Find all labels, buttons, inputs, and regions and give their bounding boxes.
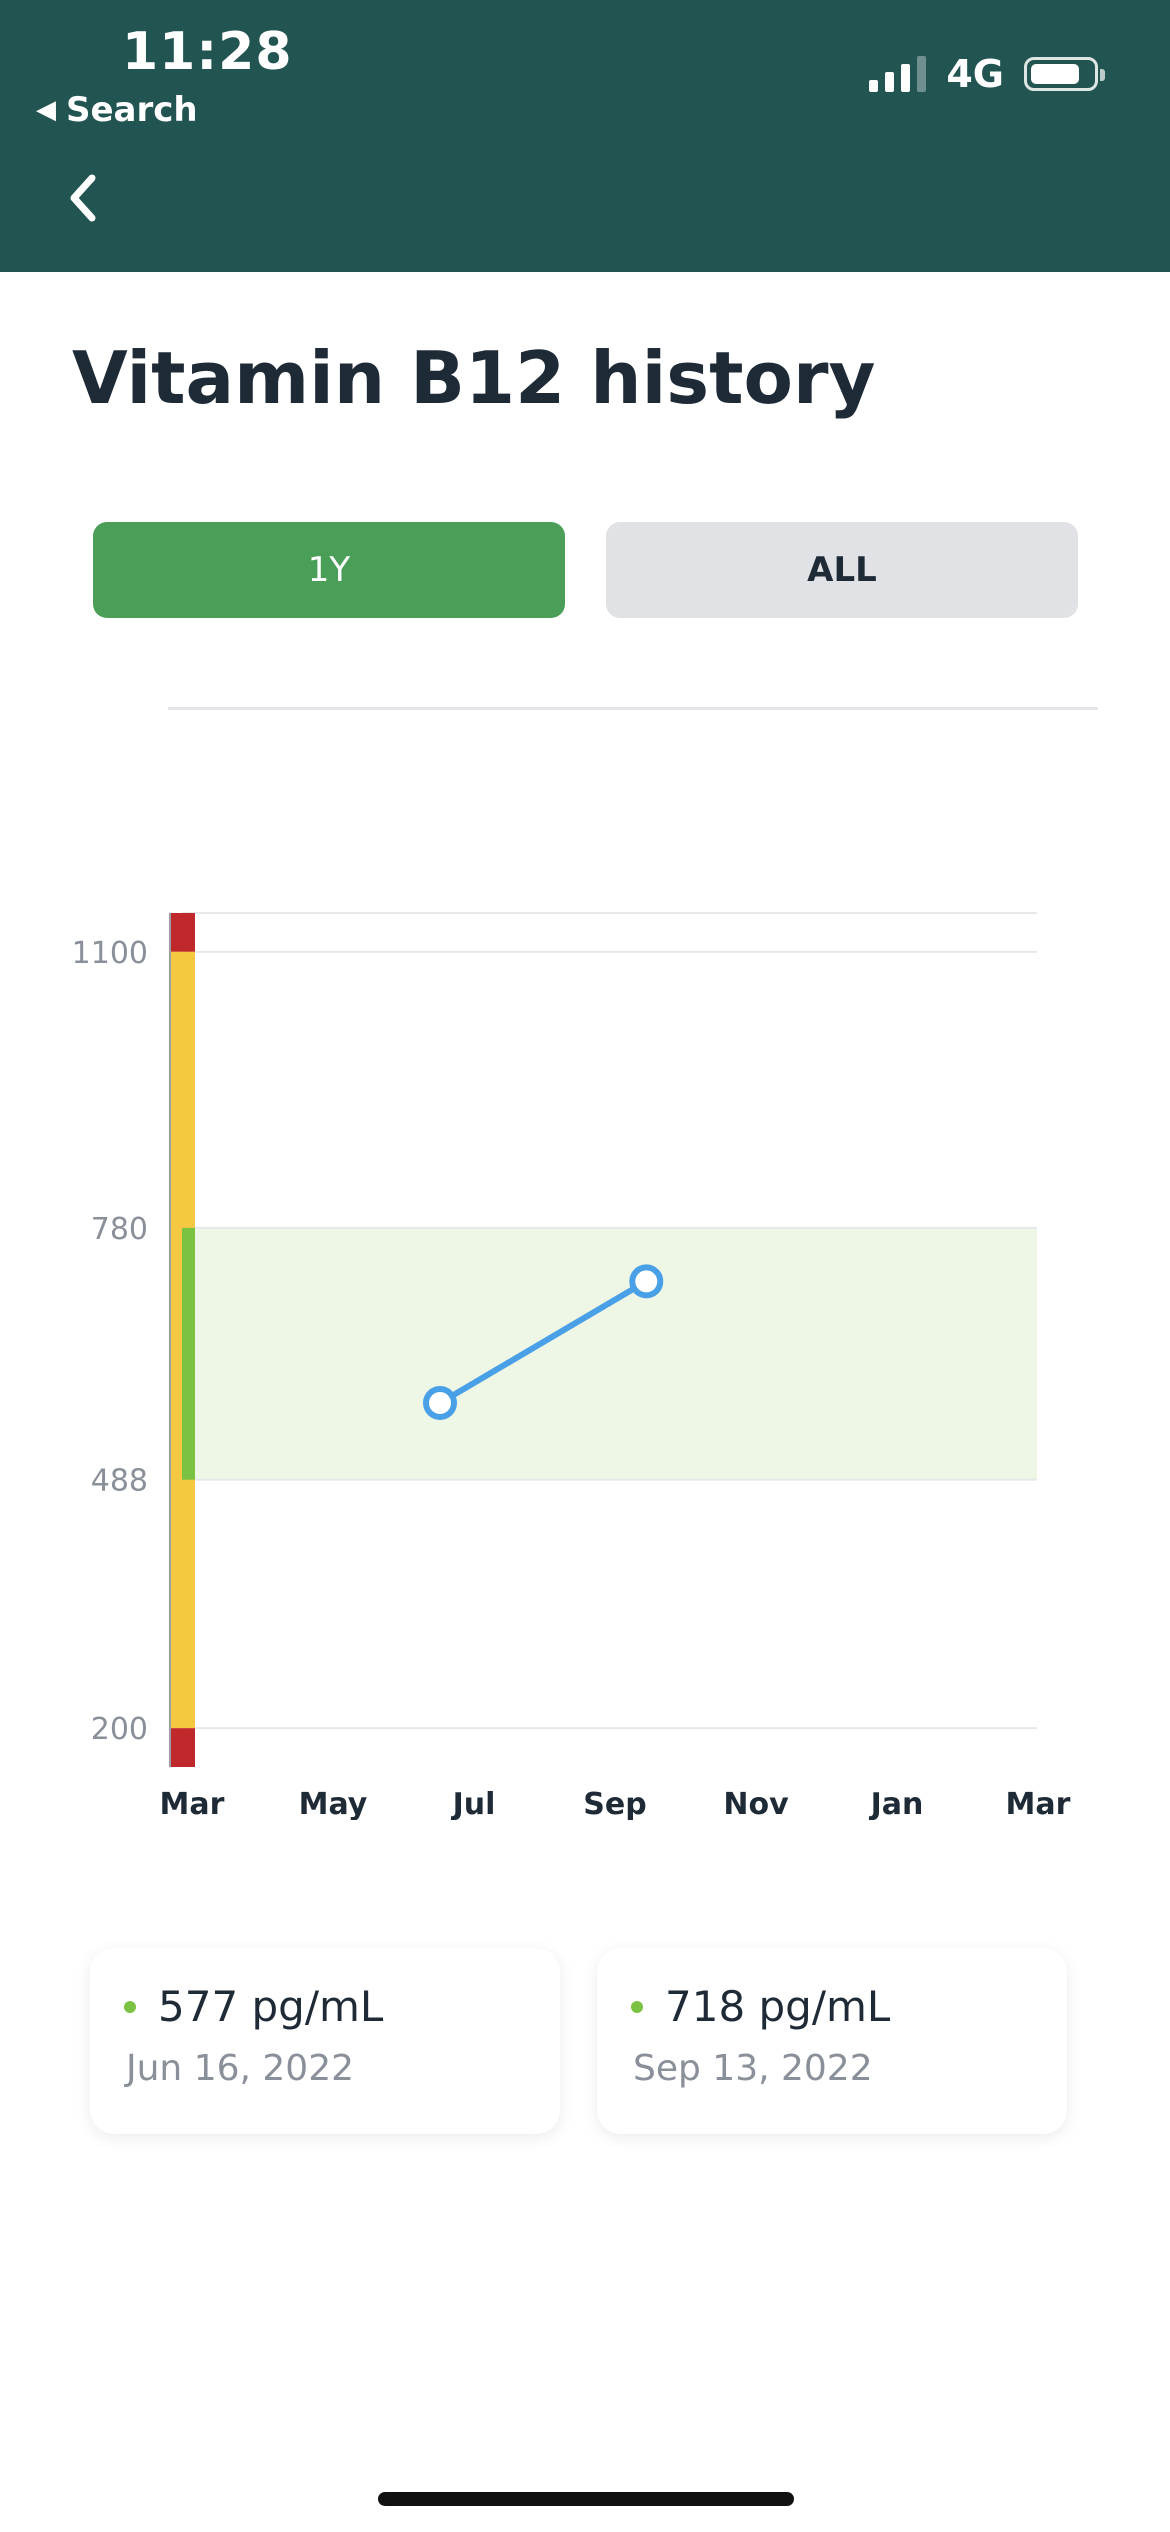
status-time: 11:28 <box>122 22 293 82</box>
range-bar-segment <box>170 1728 195 1767</box>
cellular-signal-icon <box>869 56 927 92</box>
data-point <box>423 1385 458 1420</box>
data-point <box>629 1264 664 1299</box>
battery-icon <box>1024 57 1105 91</box>
y-tick-label: 1100 <box>72 936 148 971</box>
status-indicators: 4G <box>869 52 1105 96</box>
page-title: Vitamin B12 history <box>72 336 876 420</box>
app-header: 11:28 ◀ Search 4G <box>0 0 1170 272</box>
back-to-search-link[interactable]: ◀ Search <box>36 90 198 130</box>
series-line <box>437 1278 650 1406</box>
x-tick-label: Sep <box>583 1787 646 1820</box>
chevron-left-icon[interactable] <box>62 168 110 228</box>
range-bar-segment <box>170 913 195 952</box>
home-indicator <box>378 2492 794 2506</box>
reading-date: Sep 13, 2022 <box>633 2048 873 2089</box>
x-tick-label: Mar <box>160 1787 225 1820</box>
reading-date: Jun 16, 2022 <box>126 2048 355 2089</box>
y-tick-label: 200 <box>91 1712 148 1747</box>
x-tick-label: Jan <box>869 1787 924 1820</box>
back-triangle-icon: ◀ <box>36 95 56 125</box>
y-tick-label: 488 <box>91 1464 148 1499</box>
range-all-button[interactable]: ALL <box>606 522 1078 618</box>
status-dot-icon <box>124 2000 136 2013</box>
reading-card[interactable]: 577 pg/mL Jun 16, 2022 <box>90 1948 560 2134</box>
back-app-label: Search <box>66 90 198 130</box>
x-tick-label: Mar <box>1006 1787 1071 1820</box>
reading-card[interactable]: 718 pg/mL Sep 13, 2022 <box>597 1948 1067 2134</box>
x-tick-label: May <box>299 1787 368 1820</box>
status-dot-icon <box>631 2000 643 2013</box>
network-type: 4G <box>946 52 1004 96</box>
x-tick-label: Nov <box>723 1787 789 1820</box>
x-tick-label: Jul <box>451 1787 496 1820</box>
range-bar-segment <box>182 1227 195 1480</box>
range-1y-button[interactable]: 1Y <box>93 522 565 618</box>
b12-history-chart: 200 488 780 1100 Mar May Jul Sep Nov Jan Mar <box>72 912 1071 1820</box>
divider <box>168 707 1098 710</box>
reading-value: 718 pg/mL <box>665 1982 891 2031</box>
y-tick-label: 780 <box>91 1212 148 1247</box>
optimal-range-band <box>182 1227 1037 1480</box>
reading-value: 577 pg/mL <box>158 1982 384 2031</box>
